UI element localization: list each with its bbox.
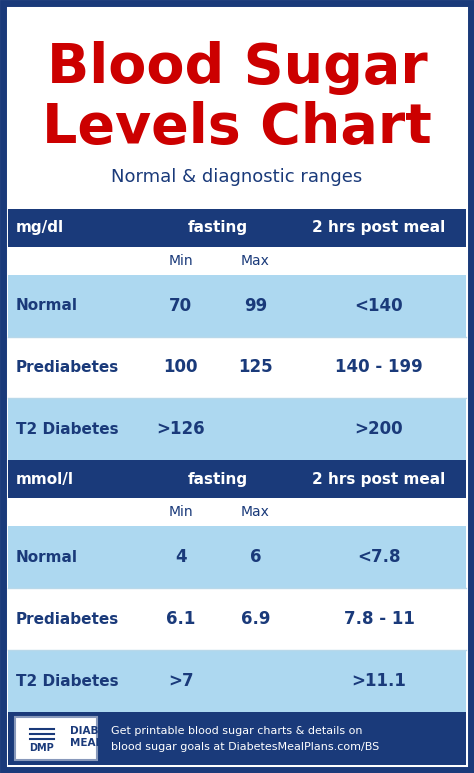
Text: 125: 125 [238, 359, 273, 376]
Text: 99: 99 [244, 297, 267, 315]
Bar [8, 526, 466, 588]
Text: Normal & diagnostic ranges: Normal & diagnostic ranges [111, 168, 363, 186]
Text: >200: >200 [355, 421, 403, 438]
Text: >126: >126 [156, 421, 205, 438]
Text: Normal: Normal [16, 298, 78, 313]
Text: 70: 70 [169, 297, 192, 315]
Text: 6.1: 6.1 [166, 610, 196, 628]
Text: Blood Sugar: Blood Sugar [46, 41, 428, 95]
Bar [8, 398, 466, 460]
Text: Max: Max [241, 506, 270, 519]
Text: mg/dl: mg/dl [16, 220, 64, 235]
Text: MEAL PLANS: MEAL PLANS [71, 738, 145, 748]
Bar [8, 209, 466, 247]
FancyBboxPatch shape [15, 717, 97, 760]
Text: T2 Diabetes: T2 Diabetes [16, 422, 118, 437]
Text: 6: 6 [250, 548, 261, 567]
Text: 2 hrs post meal: 2 hrs post meal [312, 472, 446, 487]
Text: Levels Chart: Levels Chart [42, 101, 432, 155]
Text: fasting: fasting [188, 220, 247, 235]
Text: T2 Diabetes: T2 Diabetes [16, 673, 118, 689]
Text: DIABETES: DIABETES [71, 726, 128, 736]
Text: 100: 100 [164, 359, 198, 376]
Bar [8, 650, 466, 712]
Text: 140 - 199: 140 - 199 [335, 359, 423, 376]
Text: blood sugar goals at DiabetesMealPlans.com/BS: blood sugar goals at DiabetesMealPlans.c… [111, 741, 379, 751]
Text: Min: Min [169, 506, 193, 519]
Text: DMP: DMP [29, 743, 54, 753]
Text: <140: <140 [355, 297, 403, 315]
Text: >7: >7 [168, 672, 194, 690]
Bar [8, 499, 466, 526]
Text: Prediabetes: Prediabetes [16, 360, 119, 375]
Bar [8, 336, 466, 398]
Text: >11.1: >11.1 [352, 672, 406, 690]
Text: Min: Min [169, 254, 193, 267]
Bar [8, 588, 466, 650]
Bar [8, 247, 466, 274]
Text: 2 hrs post meal: 2 hrs post meal [312, 220, 446, 235]
Bar [8, 274, 466, 336]
Bar [8, 8, 466, 209]
Text: 4: 4 [175, 548, 187, 567]
Bar [8, 460, 466, 499]
Text: 6.9: 6.9 [241, 610, 270, 628]
Text: 7.8 - 11: 7.8 - 11 [344, 610, 414, 628]
Text: <7.8: <7.8 [357, 548, 401, 567]
Text: Max: Max [241, 254, 270, 267]
Text: fasting: fasting [188, 472, 247, 487]
Text: Prediabetes: Prediabetes [16, 611, 119, 627]
Text: Normal: Normal [16, 550, 78, 565]
Bar [8, 712, 466, 765]
Text: mmol/l: mmol/l [16, 472, 74, 487]
Text: Get printable blood sugar charts & details on: Get printable blood sugar charts & detai… [111, 726, 363, 735]
